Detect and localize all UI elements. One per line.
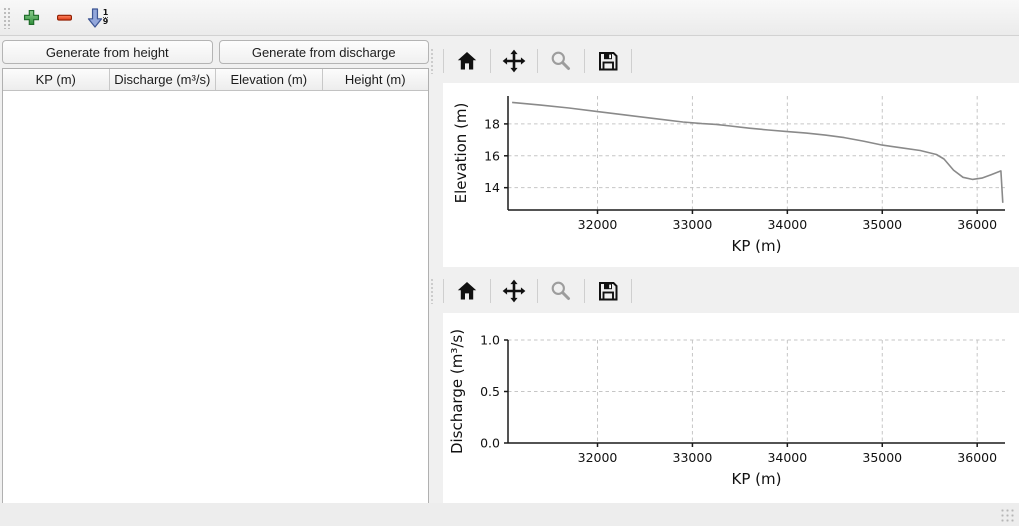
home-button[interactable] — [451, 45, 483, 77]
toolbar-separator — [443, 279, 444, 303]
x-tick-label: 36000 — [957, 217, 997, 232]
x-axis-label: KP (m) — [732, 470, 782, 488]
data-line — [512, 101, 1004, 203]
elevation-chart-toolbar — [430, 40, 1019, 82]
save-icon — [599, 52, 618, 71]
save-icon — [599, 282, 618, 301]
generate-from-height-button[interactable]: Generate from height — [2, 40, 213, 64]
toolbar-separator — [631, 279, 632, 303]
x-tick-label: 33000 — [673, 450, 713, 465]
save-button[interactable] — [592, 45, 624, 77]
remove-minus-icon — [56, 14, 72, 21]
column-header-height[interactable]: Height (m) — [344, 72, 406, 87]
y-tick-label: 16 — [484, 148, 500, 163]
sort-badge-top: 1 — [102, 8, 109, 18]
elevation-chart: 32000 33000 34000 35000 36000 14 16 18 KP (m) Ele… — [452, 96, 1005, 255]
discharge-chart: 32000 33000 34000 35000 36000 0.0 0.5 1.0 KP (m)… — [448, 329, 1005, 488]
zoom-icon — [551, 281, 570, 300]
toolbar-separator — [443, 49, 444, 73]
zoom-icon — [551, 51, 570, 70]
home-button[interactable] — [451, 275, 483, 307]
add-plus-icon — [23, 9, 39, 26]
sort-order-badge: 1 9 — [102, 8, 109, 26]
remove-row-button[interactable] — [50, 4, 78, 32]
elevation-chart-canvas[interactable]: 32000 33000 34000 35000 36000 14 16 18 KP (m) Ele… — [443, 83, 1019, 267]
x-tick-label: 34000 — [767, 450, 807, 465]
generate-from-discharge-button[interactable]: Generate from discharge — [218, 40, 429, 64]
home-icon — [457, 52, 477, 70]
add-row-button[interactable] — [17, 4, 45, 32]
sort-badge-bottom: 9 — [102, 17, 109, 26]
pan-button[interactable] — [498, 45, 530, 77]
save-button[interactable] — [592, 275, 624, 307]
column-header-discharge[interactable]: Discharge (m³/s) — [110, 69, 216, 90]
y-tick-label: 0.0 — [480, 436, 500, 451]
generate-buttons-row: Generate from height Generate from disch… — [2, 40, 429, 64]
pan-icon — [502, 49, 526, 73]
pan-button[interactable] — [498, 275, 530, 307]
sort-ascending-icon — [87, 7, 102, 28]
y-tick-label: 18 — [484, 116, 500, 131]
toolbar-drag-handle[interactable] — [430, 48, 435, 74]
y-tick-label: 1.0 — [480, 333, 500, 348]
y-axis-label: Elevation (m) — [452, 103, 470, 204]
x-tick-label: 32000 — [578, 217, 618, 232]
x-tick-label: 33000 — [673, 217, 713, 232]
toolbar-separator — [584, 279, 585, 303]
x-tick-label: 35000 — [862, 217, 902, 232]
toolbar-separator — [490, 279, 491, 303]
x-tick-label: 36000 — [957, 450, 997, 465]
toolbar-separator — [537, 279, 538, 303]
discharge-chart-canvas[interactable]: 32000 33000 34000 35000 36000 0.0 0.5 1.0 KP (m)… — [443, 313, 1019, 503]
y-tick-label: 14 — [484, 180, 500, 195]
y-axis-label: Discharge (m³/s) — [448, 329, 466, 454]
toolbar-drag-handle[interactable] — [430, 278, 435, 304]
discharge-chart-toolbar — [430, 270, 1019, 312]
toolbar-separator — [490, 49, 491, 73]
pan-icon — [502, 279, 526, 303]
x-tick-label: 34000 — [767, 217, 807, 232]
toolbar-separator — [631, 49, 632, 73]
data-table: KP (m) Discharge (m³/s) Elevation (m) He… — [2, 68, 429, 505]
toolbar-separator — [537, 49, 538, 73]
sort-button[interactable]: 1 9 — [83, 4, 111, 32]
toolbar-separator — [584, 49, 585, 73]
status-bar — [0, 503, 1019, 526]
x-tick-label: 32000 — [578, 450, 618, 465]
column-header-kp[interactable]: KP (m) — [3, 69, 110, 90]
table-body-empty[interactable] — [3, 91, 428, 505]
y-tick-label: 0.5 — [480, 384, 500, 399]
zoom-button[interactable] — [545, 275, 577, 307]
column-header-elevation[interactable]: Elevation (m) — [216, 69, 323, 90]
toolbar-drag-handle[interactable] — [3, 6, 11, 29]
app-toolbar: 1 9 — [0, 0, 1019, 36]
x-axis-label: KP (m) — [732, 237, 782, 255]
table-header-row: KP (m) Discharge (m³/s) Elevation (m) He… — [3, 69, 428, 91]
x-tick-label: 35000 — [862, 450, 902, 465]
resize-grip[interactable] — [1001, 509, 1015, 523]
home-icon — [457, 282, 477, 300]
zoom-button[interactable] — [545, 45, 577, 77]
